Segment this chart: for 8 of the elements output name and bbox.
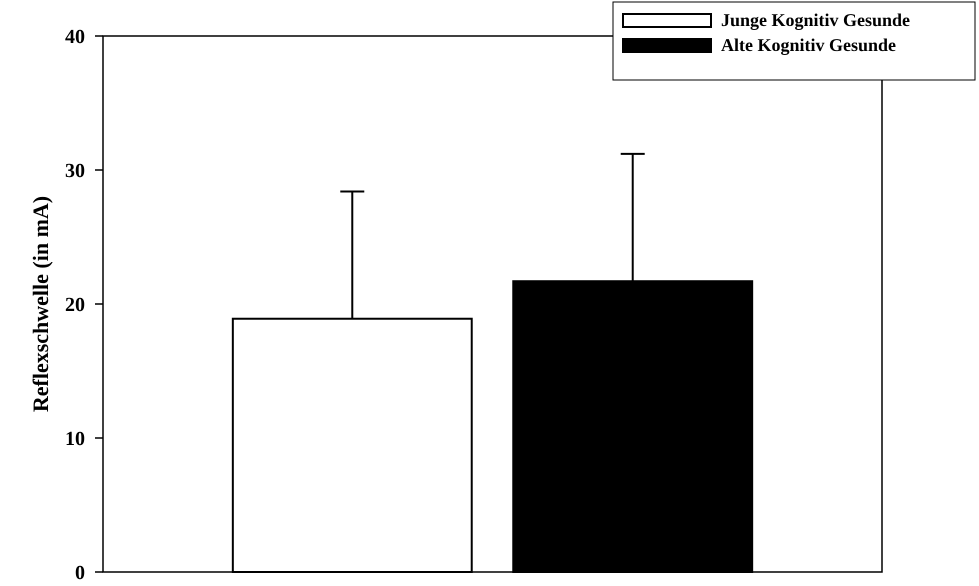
y-tick-label: 10 — [65, 428, 85, 450]
legend-label: Alte Kognitiv Gesunde — [721, 35, 896, 55]
y-tick-label: 20 — [65, 294, 85, 316]
y-tick-label: 0 — [75, 562, 85, 584]
legend-label: Junge Kognitiv Gesunde — [721, 10, 910, 30]
y-axis-title: Reflexschwelle (in mA) — [28, 196, 53, 412]
y-tick-label: 40 — [65, 26, 85, 48]
y-tick-label: 30 — [65, 160, 85, 182]
